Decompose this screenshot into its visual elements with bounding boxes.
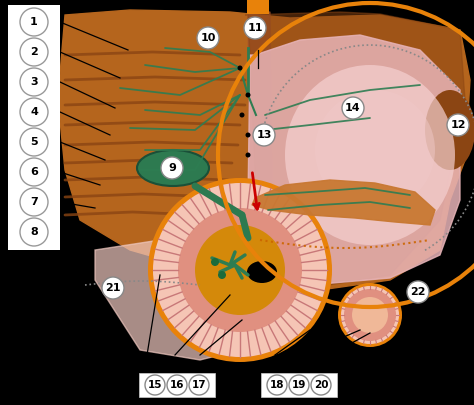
Circle shape — [153, 183, 327, 357]
Text: 1: 1 — [30, 17, 38, 27]
Circle shape — [167, 375, 187, 395]
Polygon shape — [252, 180, 435, 225]
Text: 8: 8 — [30, 227, 38, 237]
Text: 19: 19 — [292, 380, 306, 390]
Text: 16: 16 — [170, 380, 184, 390]
Circle shape — [161, 157, 183, 179]
Circle shape — [178, 208, 302, 332]
Text: 9: 9 — [168, 163, 176, 173]
Circle shape — [20, 8, 48, 36]
Ellipse shape — [137, 150, 209, 186]
Circle shape — [311, 375, 331, 395]
Circle shape — [20, 128, 48, 156]
Polygon shape — [245, 12, 465, 288]
Text: 15: 15 — [148, 380, 162, 390]
Text: 21: 21 — [105, 283, 121, 293]
Text: 5: 5 — [30, 137, 38, 147]
Text: 4: 4 — [30, 107, 38, 117]
Circle shape — [246, 92, 250, 98]
Polygon shape — [95, 240, 240, 360]
Circle shape — [20, 68, 48, 96]
Circle shape — [253, 124, 275, 146]
Circle shape — [341, 286, 399, 344]
Ellipse shape — [315, 90, 435, 210]
Circle shape — [267, 375, 287, 395]
Circle shape — [352, 297, 388, 333]
Circle shape — [20, 98, 48, 126]
Circle shape — [244, 17, 266, 39]
Text: 7: 7 — [30, 197, 38, 207]
Circle shape — [344, 289, 396, 341]
Circle shape — [20, 38, 48, 66]
Circle shape — [211, 258, 219, 266]
Polygon shape — [248, 35, 460, 285]
Circle shape — [145, 375, 165, 395]
Circle shape — [197, 27, 219, 49]
Text: 18: 18 — [270, 380, 284, 390]
Circle shape — [342, 97, 364, 119]
Circle shape — [20, 158, 48, 186]
Circle shape — [148, 178, 332, 362]
Circle shape — [239, 113, 245, 117]
Circle shape — [447, 114, 469, 136]
Text: 12: 12 — [450, 120, 466, 130]
Circle shape — [407, 281, 429, 303]
Text: 14: 14 — [345, 103, 361, 113]
Circle shape — [20, 218, 48, 246]
Text: 17: 17 — [191, 380, 206, 390]
Circle shape — [289, 375, 309, 395]
Circle shape — [102, 277, 124, 299]
Ellipse shape — [425, 90, 474, 170]
Text: 6: 6 — [30, 167, 38, 177]
Circle shape — [20, 188, 48, 216]
FancyBboxPatch shape — [261, 373, 337, 397]
FancyBboxPatch shape — [139, 373, 215, 397]
Bar — [8, 5, 60, 250]
Bar — [247, 0, 269, 14]
Circle shape — [246, 132, 250, 138]
Polygon shape — [58, 10, 470, 290]
Text: 11: 11 — [247, 23, 263, 33]
Text: 20: 20 — [314, 380, 328, 390]
Circle shape — [195, 225, 285, 315]
Text: 10: 10 — [201, 33, 216, 43]
Circle shape — [189, 375, 209, 395]
Ellipse shape — [285, 65, 455, 245]
Polygon shape — [248, 12, 272, 185]
Circle shape — [237, 66, 243, 70]
Circle shape — [338, 283, 402, 347]
Text: 2: 2 — [30, 47, 38, 57]
Circle shape — [246, 153, 250, 158]
Text: 22: 22 — [410, 287, 426, 297]
Ellipse shape — [247, 261, 277, 283]
Circle shape — [218, 271, 226, 279]
Text: 13: 13 — [256, 130, 272, 140]
Text: 3: 3 — [30, 77, 38, 87]
